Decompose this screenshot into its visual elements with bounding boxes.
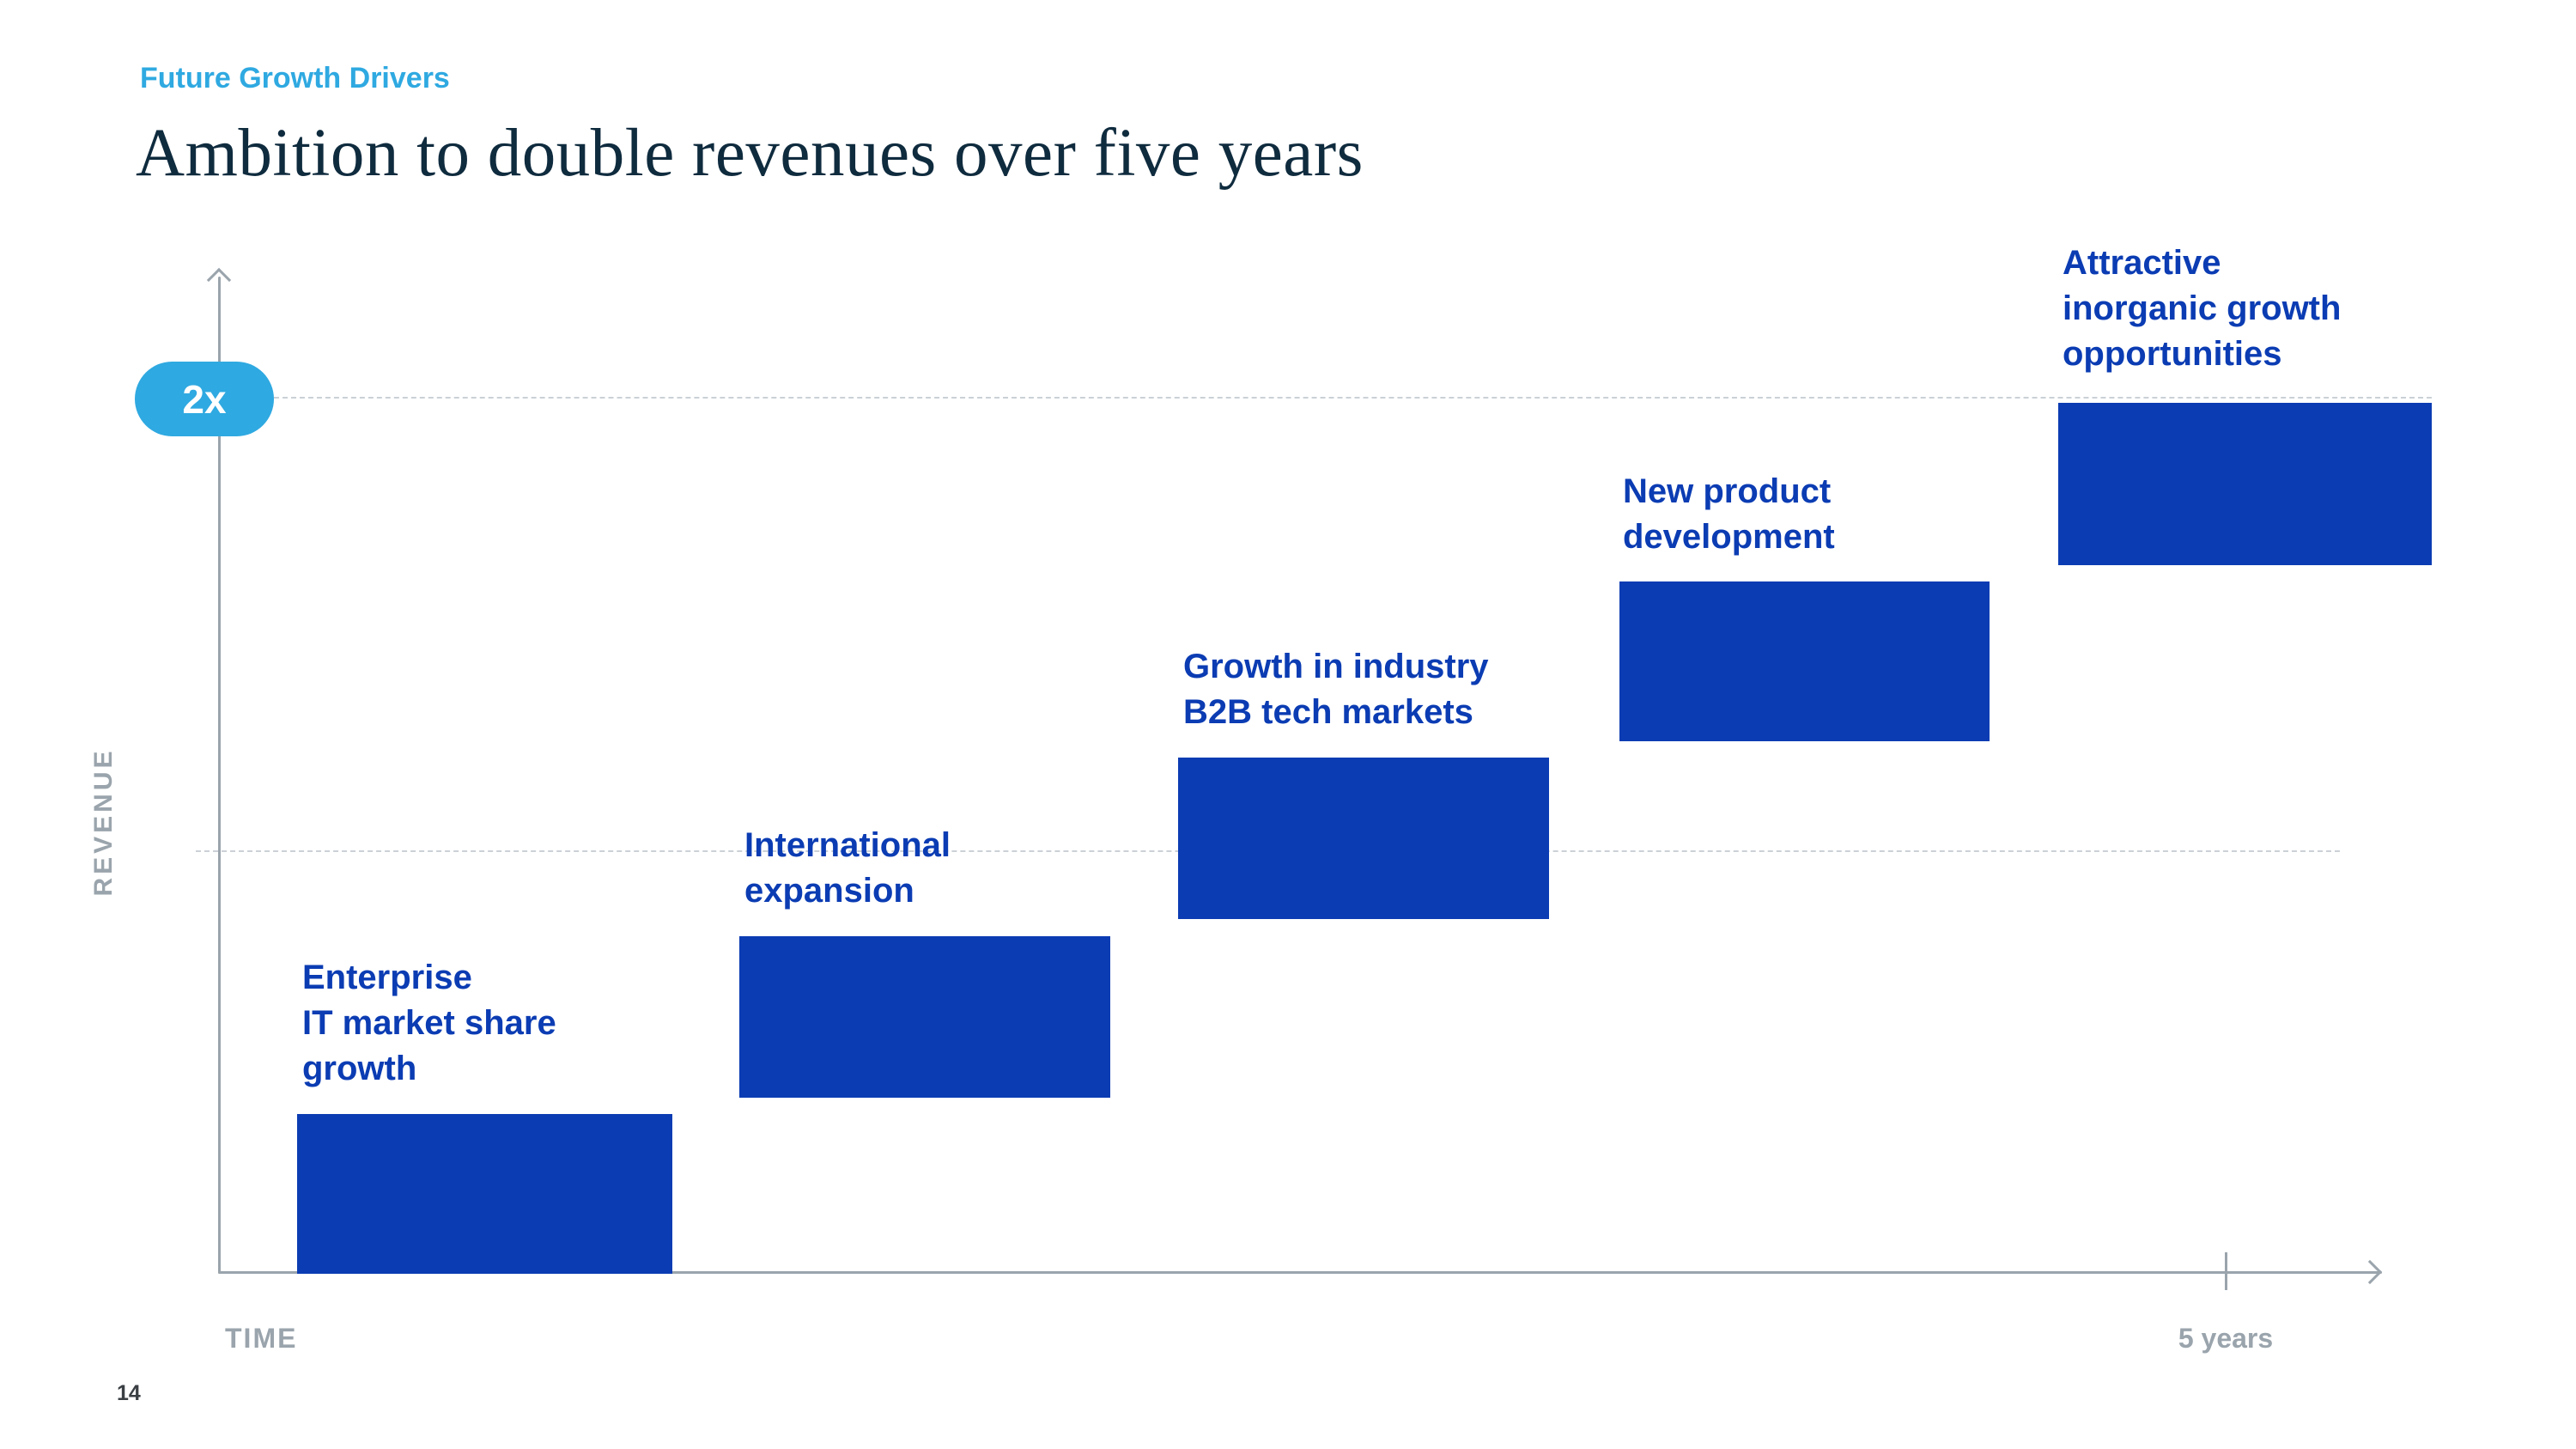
y-axis-arrow-icon [206, 267, 232, 293]
page-title: Ambition to double revenues over five ye… [136, 116, 1364, 191]
bar-label-attractive-inorganic-growth-opportunities: Attractive inorganic growth opportunitie… [2063, 244, 2342, 373]
x-axis-tick-5-years [2225, 1252, 2227, 1290]
bar-attractive-inorganic-growth-opportunities [2058, 403, 2432, 565]
y-axis-label: REVENUE [89, 747, 118, 897]
x-axis-arrow-icon [2357, 1259, 2383, 1285]
bar-international-expansion [739, 936, 1110, 1098]
bar-label-growth-in-industry-b2b-tech-markets: Growth in industry B2B tech markets [1183, 648, 1489, 731]
bar-growth-in-industry-b2b-tech-markets [1178, 758, 1549, 919]
bar-label-enterprise-it-market-share-growth: Enterprise IT market share growth [302, 959, 556, 1087]
target-2x-badge: 2x [135, 362, 274, 436]
target-2x-badge-label: 2x [182, 376, 227, 422]
x-axis-tick-label-5-years: 5 years [2178, 1323, 2274, 1354]
bar-label-international-expansion: International expansion [744, 826, 951, 910]
page-number: 14 [117, 1381, 141, 1405]
reference-dashed-line-2x [274, 397, 2432, 399]
bar-label-new-product-development: New product development [1623, 472, 1835, 556]
x-axis-label: TIME [225, 1323, 298, 1354]
x-axis-line [218, 1271, 2382, 1274]
bar-new-product-development [1619, 581, 1990, 741]
slide-eyebrow: Future Growth Drivers [140, 62, 450, 94]
y-axis-line [218, 277, 221, 1274]
bar-enterprise-it-market-share-growth [297, 1114, 672, 1274]
